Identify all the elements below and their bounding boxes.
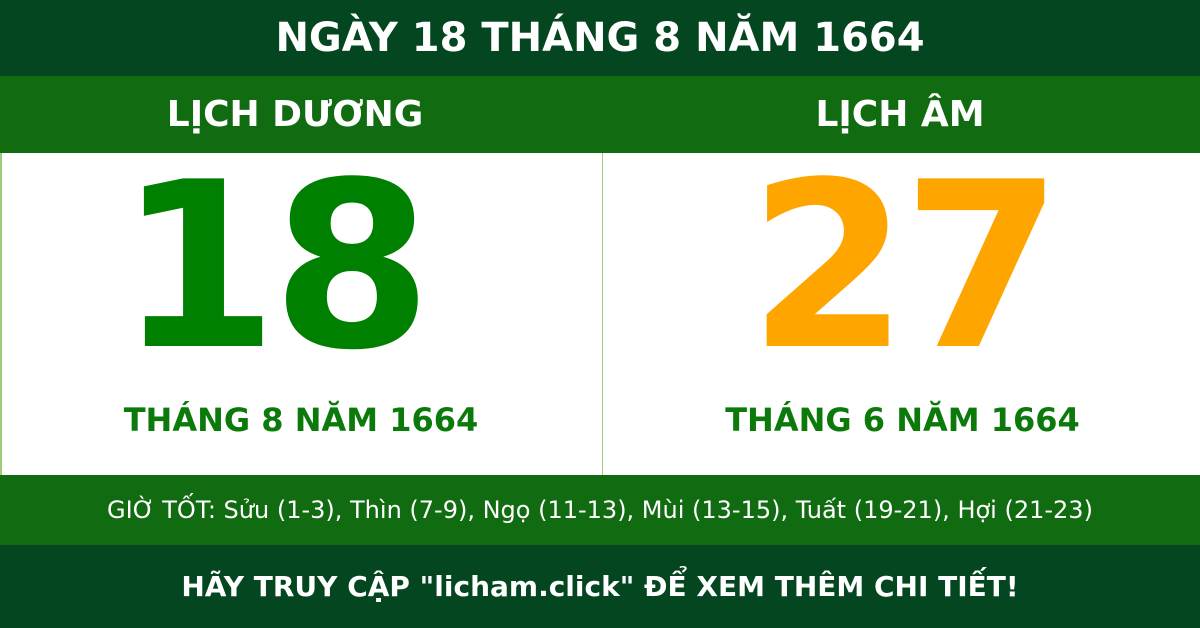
- lunar-panel: 27 THÁNG 6 NĂM 1664: [602, 153, 1200, 475]
- lunar-calendar-label: LỊCH ÂM: [815, 94, 985, 135]
- solar-calendar-label: LỊCH DƯƠNG: [166, 94, 424, 135]
- footer-cta: HÃY TRUY CẬP "licham.click" ĐỂ XEM THÊM …: [0, 545, 1200, 628]
- calendar-body: 18 THÁNG 8 NĂM 1664 27 THÁNG 6 NĂM 1664: [0, 153, 1200, 475]
- lunar-month-year: THÁNG 6 NĂM 1664: [725, 401, 1080, 439]
- page-title: NGÀY 18 THÁNG 8 NĂM 1664: [0, 0, 1200, 76]
- solar-panel: 18 THÁNG 8 NĂM 1664: [2, 153, 602, 475]
- solar-month-year: THÁNG 8 NĂM 1664: [123, 401, 479, 439]
- solar-day: 18: [117, 134, 432, 401]
- good-hours: GIỜ TỐT: Sửu (1-3), Thìn (7-9), Ngọ (11-…: [0, 475, 1200, 545]
- lunar-day: 27: [748, 134, 1062, 401]
- calendar-headers: LỊCH DƯƠNG LỊCH ÂM: [0, 76, 1200, 153]
